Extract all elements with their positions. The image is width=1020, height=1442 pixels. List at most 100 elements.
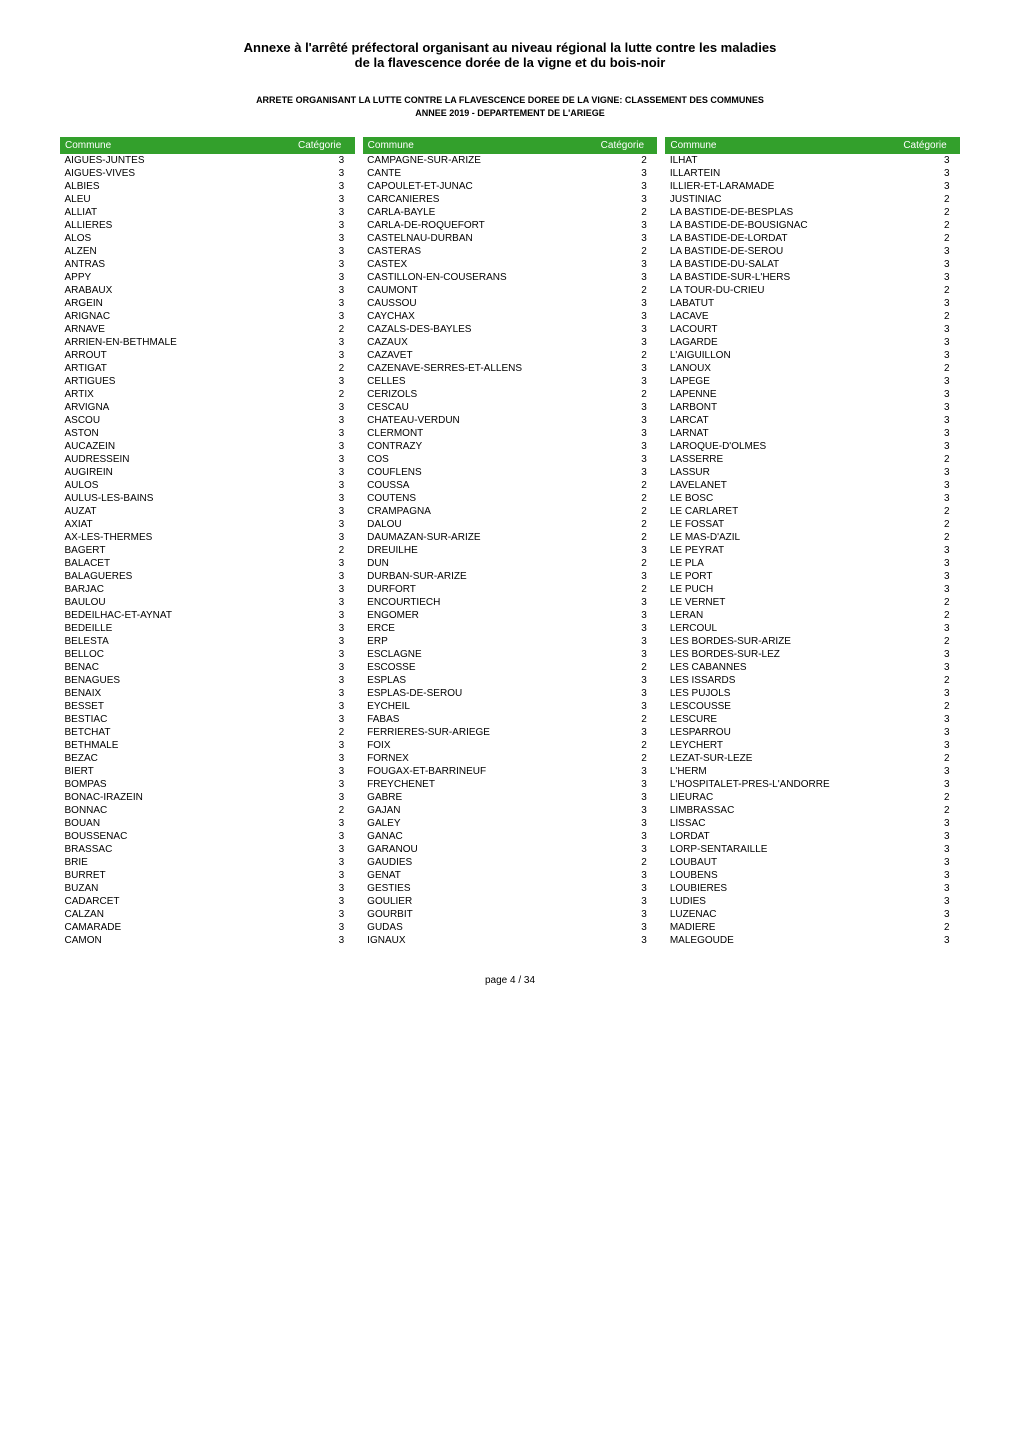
commune-cell: BETCHAT <box>61 726 286 739</box>
commune-cell: BAULOU <box>61 596 286 609</box>
table-row: GOURBIT3 <box>363 908 657 921</box>
table-row: AULUS-LES-BAINS3 <box>61 492 355 505</box>
categorie-cell: 2 <box>891 453 960 466</box>
table-row: ENCOURTIECH3 <box>363 596 657 609</box>
commune-cell: LIMBRASSAC <box>666 804 891 817</box>
commune-cell: LEYCHERT <box>666 739 891 752</box>
table-row: GALEY3 <box>363 817 657 830</box>
commune-cell: LISSAC <box>666 817 891 830</box>
categorie-cell: 3 <box>285 557 354 570</box>
commune-cell: AUZAT <box>61 505 286 518</box>
table-row: LE BOSC3 <box>666 492 960 505</box>
commune-cell: LORDAT <box>666 830 891 843</box>
commune-cell: BRASSAC <box>61 843 286 856</box>
table-row: GABRE3 <box>363 791 657 804</box>
categorie-cell: 2 <box>891 284 960 297</box>
table-row: FOUGAX-ET-BARRINEUF3 <box>363 765 657 778</box>
commune-cell: BARJAC <box>61 583 286 596</box>
categorie-cell: 3 <box>891 895 960 908</box>
title-block: Annexe à l'arrêté préfectoral organisant… <box>60 40 960 70</box>
table-row: LE PUCH3 <box>666 583 960 596</box>
categorie-cell: 2 <box>588 505 657 518</box>
commune-cell: LARNAT <box>666 427 891 440</box>
table-row: BENAIX3 <box>61 687 355 700</box>
categorie-cell: 3 <box>588 544 657 557</box>
commune-cell: LERAN <box>666 609 891 622</box>
categorie-cell: 3 <box>285 700 354 713</box>
categorie-cell: 3 <box>588 817 657 830</box>
categorie-cell: 2 <box>588 479 657 492</box>
commune-cell: COS <box>363 453 588 466</box>
categorie-cell: 3 <box>285 869 354 882</box>
column-2: Commune Catégorie CAMPAGNE-SUR-ARIZE2CAN… <box>363 137 658 947</box>
commune-cell: LAVELANET <box>666 479 891 492</box>
commune-cell: AULUS-LES-BAINS <box>61 492 286 505</box>
commune-cell: ENGOMER <box>363 609 588 622</box>
table-row: LE PLA3 <box>666 557 960 570</box>
categorie-cell: 3 <box>891 375 960 388</box>
subtitle-line-2: ANNEE 2019 - DEPARTEMENT DE L'ARIEGE <box>60 107 960 120</box>
commune-cell: BELLOC <box>61 648 286 661</box>
table-row: GOULIER3 <box>363 895 657 908</box>
commune-cell: ALBIES <box>61 180 286 193</box>
table-row: LUZENAC3 <box>666 908 960 921</box>
categorie-cell: 2 <box>588 752 657 765</box>
commune-cell: BEDEILHAC-ET-AYNAT <box>61 609 286 622</box>
table-row: LANOUX2 <box>666 362 960 375</box>
commune-cell: CARLA-BAYLE <box>363 206 588 219</box>
commune-cell: ARRIEN-EN-BETHMALE <box>61 336 286 349</box>
commune-cell: LA TOUR-DU-CRIEU <box>666 284 891 297</box>
table-row: LE VERNET2 <box>666 596 960 609</box>
commune-cell: ARROUT <box>61 349 286 362</box>
header-categorie: Catégorie <box>588 138 657 154</box>
table-row: LE CARLARET2 <box>666 505 960 518</box>
table-row: DALOU2 <box>363 518 657 531</box>
table-row: GENAT3 <box>363 869 657 882</box>
commune-cell: LA BASTIDE-DE-SEROU <box>666 245 891 258</box>
commune-cell: LA BASTIDE-DE-BESPLAS <box>666 206 891 219</box>
categorie-cell: 3 <box>891 622 960 635</box>
commune-cell: CASTELNAU-DURBAN <box>363 232 588 245</box>
tbody-col-2: CAMPAGNE-SUR-ARIZE2CANTE3CAPOULET-ET-JUN… <box>363 154 657 948</box>
commune-cell: CAMON <box>61 934 286 947</box>
categorie-cell: 3 <box>588 219 657 232</box>
categorie-cell: 3 <box>285 661 354 674</box>
categorie-cell: 3 <box>891 440 960 453</box>
commune-cell: DURBAN-SUR-ARIZE <box>363 570 588 583</box>
categorie-cell: 2 <box>285 362 354 375</box>
commune-cell: MALEGOUDE <box>666 934 891 947</box>
table-row: CADARCET3 <box>61 895 355 908</box>
commune-cell: LIEURAC <box>666 791 891 804</box>
table-row: CAYCHAX3 <box>363 310 657 323</box>
table-row: BETHMALE3 <box>61 739 355 752</box>
table-row: LAPEGE3 <box>666 375 960 388</box>
header-categorie: Catégorie <box>285 138 354 154</box>
categorie-cell: 3 <box>588 258 657 271</box>
categorie-cell: 3 <box>891 271 960 284</box>
categorie-cell: 2 <box>891 531 960 544</box>
commune-cell: LE VERNET <box>666 596 891 609</box>
table-row: ASTON3 <box>61 427 355 440</box>
page-footer: page 4 / 34 <box>60 975 960 986</box>
commune-cell: BAGERT <box>61 544 286 557</box>
categorie-cell: 2 <box>285 388 354 401</box>
categorie-cell: 3 <box>588 440 657 453</box>
categorie-cell: 2 <box>588 531 657 544</box>
commune-cell: CALZAN <box>61 908 286 921</box>
commune-cell: LARCAT <box>666 414 891 427</box>
categorie-cell: 2 <box>588 245 657 258</box>
categorie-cell: 2 <box>891 752 960 765</box>
table-row: CARLA-BAYLE2 <box>363 206 657 219</box>
table-row: BUZAN3 <box>61 882 355 895</box>
categorie-cell: 3 <box>588 895 657 908</box>
categorie-cell: 3 <box>588 804 657 817</box>
commune-cell: COUFLENS <box>363 466 588 479</box>
table-row: COUTENS2 <box>363 492 657 505</box>
commune-cell: L'HERM <box>666 765 891 778</box>
table-row: CASTERAS2 <box>363 245 657 258</box>
table-row: BEDEILHAC-ET-AYNAT3 <box>61 609 355 622</box>
commune-cell: L'AIGUILLON <box>666 349 891 362</box>
categorie-cell: 2 <box>588 557 657 570</box>
commune-cell: LE PORT <box>666 570 891 583</box>
commune-cell: BOUAN <box>61 817 286 830</box>
